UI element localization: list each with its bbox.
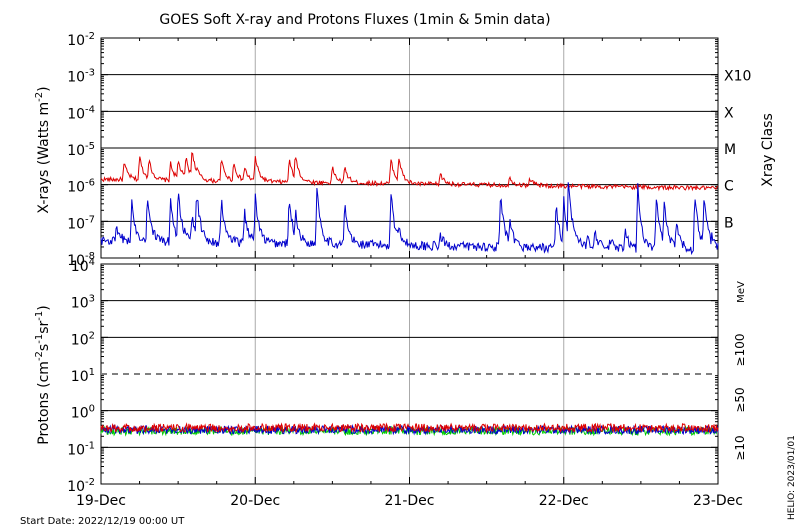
proton-tick-label: 100: [71, 404, 95, 422]
xray-y-axis-label: X-rays (Watts m-2): [34, 86, 52, 213]
proton-tick-label: 103: [71, 294, 95, 312]
proton-tick-label: 104: [71, 257, 95, 275]
xray-tick-label: 10-3: [67, 68, 95, 86]
proton-legend-blue: ≥50: [733, 387, 747, 412]
proton-tick-label: 10-2: [67, 477, 95, 495]
proton-series-red: [100, 422, 719, 434]
proton-tick-label: 10-1: [67, 440, 95, 458]
x-tick-label: 21-Dec: [385, 493, 435, 509]
proton-legend-green: ≥100: [733, 334, 747, 367]
xray-tick-label: 10-7: [67, 214, 95, 232]
xray-class-label: C: [724, 179, 734, 195]
xray-class-axis-label: Xray Class: [760, 113, 776, 187]
xray-tick-label: 10-5: [67, 141, 95, 159]
xray-series-red: [100, 152, 719, 192]
proton-legend-red: ≥10: [733, 435, 747, 460]
xray-class-label: X: [724, 105, 734, 121]
xray-class-label: M: [724, 142, 736, 158]
start-date-label: Start Date: 2022/12/19 00:00 UT: [20, 516, 185, 527]
xray-panel: 10-8 10-7 10-6 10-5 10-4 10-3 10-2 X10 X M C B Xray …: [34, 31, 776, 269]
xray-tick-label: 10-2: [67, 31, 95, 49]
xray-tick-label: 10-4: [67, 104, 95, 122]
xray-tick-label: 10-8: [67, 251, 95, 269]
chart-title: GOES Soft X-ray and Protons Fluxes (1min…: [159, 12, 550, 28]
x-axis: 19-Dec 20-Dec 21-Dec 22-Dec 23-Dec: [76, 493, 743, 509]
xray-series-blue: [100, 182, 719, 256]
proton-tick-label: 101: [71, 367, 95, 385]
x-tick-label: 22-Dec: [539, 493, 589, 509]
proton-unit-label: MeV: [736, 281, 747, 303]
proton-panel: 10-2 10-1 100 101 102 103 104 Protons (cm-2s-1s…: [34, 257, 747, 495]
xray-tick-label: 10-6: [67, 178, 95, 196]
proton-series-blue: [100, 424, 719, 436]
proton-tick-label: 102: [71, 330, 95, 348]
x-tick-label: 19-Dec: [76, 493, 126, 509]
credit-label: HELIO: 2023/01/01: [787, 435, 797, 520]
proton-y-axis-label: Protons (cm-2s-1sr-1): [34, 305, 52, 444]
x-tick-label: 20-Dec: [230, 493, 280, 509]
x-tick-label: 23-Dec: [693, 493, 743, 509]
xray-class-label: X10: [724, 69, 751, 85]
xray-class-label: B: [724, 215, 734, 231]
